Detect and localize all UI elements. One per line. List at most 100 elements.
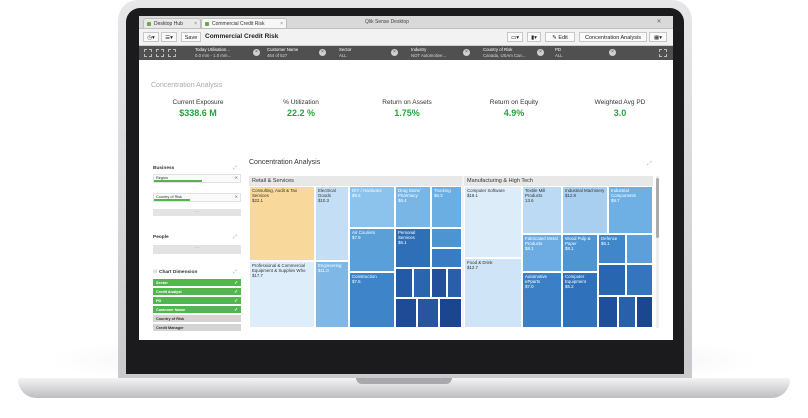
cell-value: $10.3 [318, 197, 329, 203]
kpi-value: 4.9% [503, 108, 525, 118]
kpi-return-on-assets[interactable]: Return on Assets 1.75% [362, 99, 452, 118]
treemap-cell[interactable]: Food & Drink $12.7 [464, 258, 522, 328]
selection-tool-icon[interactable] [659, 49, 667, 57]
treemap-cell[interactable]: Construction $7.6 [349, 272, 395, 328]
close-icon[interactable]: × [194, 21, 197, 27]
group-header-manufacturing[interactable]: Manufacturing & High Tech [464, 176, 653, 186]
treemap-cell[interactable]: Industrial Machinery $12.8 [562, 186, 608, 234]
sheet-selector[interactable]: Concentration Analysis [579, 32, 647, 42]
cell-value: $12.7 [467, 264, 478, 270]
expand-icon[interactable]: ⤢ [233, 165, 238, 171]
selection-item[interactable]: Sector ALL [339, 47, 389, 59]
kpi-utilization[interactable]: % Utilization 22.2 % [256, 99, 346, 118]
kpi-weighted-avg-pd[interactable]: Weighted Avg PD 3.0 [575, 99, 665, 118]
treemap-cell[interactable]: Consulting, Audit & Tax Services $22.1 [249, 186, 315, 261]
treemap-cell[interactable] [431, 228, 462, 248]
clear-selection-icon[interactable]: × [463, 49, 470, 56]
clear-all-selections-icon[interactable] [168, 49, 176, 57]
tab-label: Desktop Hub [154, 21, 183, 27]
cell-label: Industrial Components [611, 188, 636, 198]
selection-value: 0.0 mm - 1.0 mm... [195, 52, 232, 58]
treemap-cell[interactable]: Air Couriers $7.9 [349, 228, 395, 272]
treemap-cell[interactable] [431, 268, 447, 298]
treemap-cell[interactable]: Defence $6.1 [598, 234, 626, 264]
expand-icon[interactable]: ⤢ [647, 161, 652, 167]
treemap-cell[interactable]: Computer Equipment $6.2 [562, 272, 598, 328]
tab-desktop-hub[interactable]: Desktop Hub × [143, 18, 201, 28]
dimension-item-country-of-risk[interactable]: Country of Risk [153, 315, 241, 323]
treemap-cell[interactable] [598, 296, 618, 328]
selection-item[interactable]: Country of Risk Canada, USAm Can... [483, 47, 537, 59]
story-button[interactable]: ▭▾ [507, 32, 523, 42]
edit-label: Edit [558, 35, 568, 41]
expand-icon[interactable]: ⤢ [233, 269, 238, 275]
treemap-cell[interactable] [626, 234, 653, 264]
selection-item[interactable]: Industry NOT Automotive... [411, 47, 461, 59]
group-header-retail-services[interactable]: Retail & Services [249, 176, 462, 186]
dimension-item-credit-manager[interactable]: Credit Manager [153, 324, 241, 332]
save-button[interactable]: Save [181, 32, 201, 42]
treemap-cell[interactable] [618, 296, 636, 328]
treemap-cell[interactable]: Computer Software $18.1 [464, 186, 522, 258]
treemap-cell[interactable]: Engineering $11.0 [315, 261, 349, 328]
app-title: Commercial Credit Risk [205, 33, 279, 40]
clear-selection-icon[interactable]: × [609, 49, 616, 56]
kpi-current-exposure[interactable]: Current Exposure $338.6 M [153, 99, 243, 118]
selection-item[interactable]: PD ALL [555, 47, 595, 59]
forward-selection-icon[interactable] [156, 49, 164, 57]
treemap-cell[interactable]: Wood Pulp & Paper $8.1 [562, 234, 598, 272]
close-icon[interactable]: × [280, 21, 283, 27]
filter-row-region[interactable]: Region ✕ [153, 174, 241, 183]
window-close-icon[interactable]: ✕ [656, 19, 662, 25]
cell-value: $11.0 [318, 267, 329, 273]
cell-value: $7.0 [525, 283, 534, 289]
treemap-cell[interactable] [447, 268, 462, 298]
treemap-cell[interactable]: Professional & Commercial Equipment & Su… [249, 261, 315, 328]
treemap-cell[interactable] [395, 268, 413, 298]
treemap-cell[interactable]: Electrical Goods $10.3 [315, 186, 349, 261]
kpi-value: $338.6 M [179, 108, 217, 118]
dimension-item-sector[interactable]: Sector ✓ [153, 279, 241, 287]
treemap-cell[interactable] [413, 268, 431, 298]
treemap-cell[interactable] [598, 264, 626, 296]
filter-row-country-of-risk[interactable]: Country of Risk ✕ [153, 193, 241, 202]
treemap-cell[interactable] [626, 264, 653, 296]
dimension-item-credit-analyst[interactable]: Credit Analyst ✓ [153, 288, 241, 296]
treemap-cell[interactable]: Automotive ePparts $7.0 [522, 272, 562, 328]
treemap-cell[interactable]: Textile Mill Products 13.6 [522, 186, 562, 234]
app-menu-button[interactable]: ☰▾ [161, 32, 177, 42]
kpi-return-on-equity[interactable]: Return on Equity 4.9% [469, 99, 559, 118]
more-filters-button[interactable]: ··· [153, 209, 241, 216]
treemap-cell[interactable] [395, 298, 417, 328]
clear-selection-icon[interactable]: × [253, 49, 260, 56]
selection-item[interactable]: Customer Name 464 of 527 [267, 47, 317, 59]
navigation-menu-button[interactable]: ◷▾ [143, 32, 159, 42]
treemap-cell[interactable]: Personal Services $6.1 [395, 228, 431, 268]
treemap-cell[interactable]: Fabricated Metal Products $8.1 [522, 234, 562, 272]
treemap-cell[interactable] [431, 248, 462, 268]
check-icon: ✓ [234, 280, 238, 285]
treemap-cell[interactable] [439, 298, 462, 328]
more-people-button[interactable]: ··· [153, 245, 241, 254]
back-selection-icon[interactable] [144, 49, 152, 57]
dimension-item-pd[interactable]: PD ✓ [153, 297, 241, 305]
tab-commercial-credit-risk[interactable]: Commercial Credit Risk × [201, 18, 287, 28]
cell-value: $18.1 [467, 192, 478, 198]
scrollbar-thumb[interactable] [656, 178, 659, 238]
clear-selection-icon[interactable]: × [391, 49, 398, 56]
selection-item[interactable]: Today Utilisation... 0.0 mm - 1.0 mm... [195, 47, 245, 59]
treemap-cell[interactable] [417, 298, 439, 328]
clear-selection-icon[interactable]: × [319, 49, 326, 56]
edit-button[interactable]: ✎ Edit [545, 32, 575, 42]
treemap-cell[interactable]: Trucking $6.3 [431, 186, 462, 228]
treemap-cell[interactable]: Industrial Components $9.7 [608, 186, 653, 234]
treemap-cell[interactable]: Drug Store/ Pharmacy $6.4 [395, 186, 431, 228]
dimension-item-customer-name[interactable]: Customer Name ✓ [153, 306, 241, 314]
treemap-cell[interactable] [636, 296, 653, 328]
sheet-list-button[interactable]: ▦▾ [649, 32, 667, 42]
treemap-scrollbar[interactable] [656, 176, 659, 328]
treemap-cell[interactable]: DIY / Hardware $9.5 [349, 186, 395, 228]
expand-icon[interactable]: ⤢ [233, 234, 238, 240]
bookmark-button[interactable]: ▮▾ [527, 32, 541, 42]
clear-selection-icon[interactable]: × [537, 49, 544, 56]
